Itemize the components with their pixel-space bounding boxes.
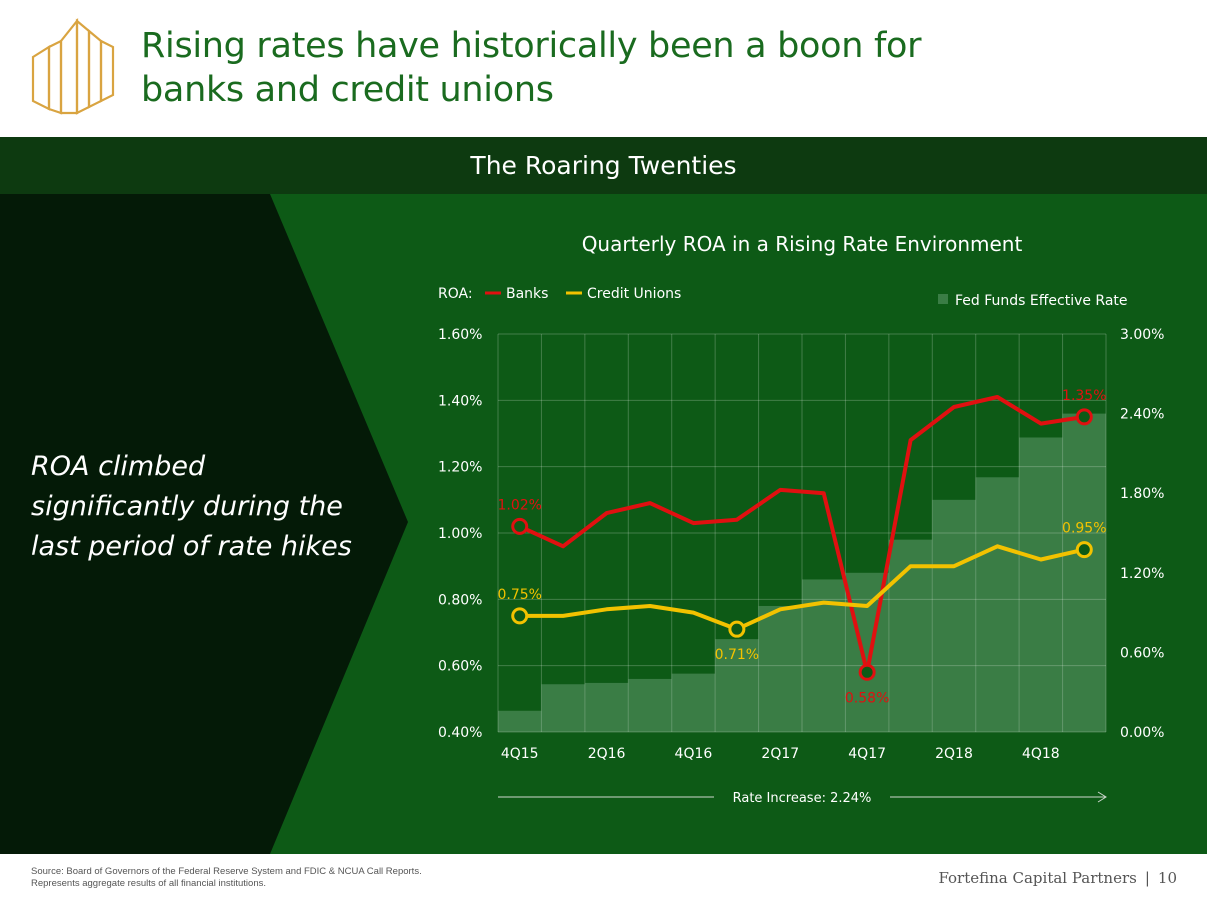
section-bar [0, 137, 1207, 194]
rate-increase-arrowhead [1097, 791, 1107, 803]
left-axis-tick: 0.40% [438, 725, 482, 741]
banks-point-marker [858, 663, 876, 681]
source-note: Source: Board of Governors of the Federa… [31, 866, 551, 890]
brand-footer: Fortefina Capital Partners | 10 [938, 869, 1177, 887]
slide-header: Rising rates have historically been a bo… [0, 0, 1207, 137]
fed-funds-bar [498, 710, 542, 732]
callout-text: ROA climbed significantly during the las… [31, 451, 352, 562]
credit-unions-data-label: 0.75% [497, 587, 541, 603]
credit-unions-point-marker [511, 607, 529, 625]
legend-fed-funds-label: Fed Funds Effective Rate [955, 293, 1128, 309]
right-axis-tick: 0.00% [1120, 725, 1164, 741]
legend-prefix: ROA: [438, 286, 473, 302]
legend-banks-label: Banks [506, 286, 548, 302]
page-title-line-2: banks and credit unions [141, 70, 554, 110]
banks-point-marker [511, 517, 529, 535]
source-line-2: Represents aggregate results of all fina… [31, 878, 266, 889]
left-axis-tick: 0.80% [438, 592, 482, 608]
fed-funds-bar [1019, 437, 1063, 732]
rate-increase-annotation: Rate Increase: 2.24% [498, 791, 1107, 806]
fed-funds-bar [715, 639, 759, 732]
legend-fed-funds-swatch [938, 294, 948, 304]
right-axis-tick: 2.40% [1120, 407, 1164, 423]
x-axis-tick: 2Q17 [761, 746, 799, 762]
legend-credit-unions-label: Credit Unions [587, 286, 681, 302]
credit-unions-data-label: 0.95% [1062, 521, 1106, 537]
credit-unions-point-marker [728, 620, 746, 638]
source-line-1: Source: Board of Governors of the Federa… [31, 866, 422, 877]
x-axis-tick: 2Q18 [935, 746, 973, 762]
right-axis-tick: 1.80% [1120, 486, 1164, 502]
fed-funds-bar [888, 539, 933, 732]
section-title: The Roaring Twenties [470, 151, 737, 180]
right-axis-tick: 1.20% [1120, 566, 1164, 582]
x-axis-tick: 2Q16 [588, 746, 626, 762]
banks-data-label: 1.35% [1062, 388, 1106, 404]
banks-data-label: 0.58% [845, 690, 889, 706]
fed-funds-bars [498, 413, 1106, 732]
x-axis-tick: 4Q16 [675, 746, 713, 762]
fed-funds-bar [628, 678, 672, 732]
x-axis-tick: 4Q18 [1022, 746, 1060, 762]
x-axis-tick: 4Q15 [501, 746, 539, 762]
banks-data-label: 1.02% [497, 497, 541, 513]
credit-unions-line [517, 544, 1087, 632]
building-logo-icon [31, 17, 115, 115]
fed-funds-bar [671, 673, 716, 732]
brand-name: Fortefina Capital Partners [938, 869, 1137, 887]
brand-separator: | [1144, 869, 1150, 887]
fed-funds-bar [758, 605, 802, 732]
left-axis-tick: 1.20% [438, 460, 482, 476]
chart-axes: 1.60% 1.40% 1.20% 1.00% 0.80% 0.60% 0.40% 3.00%… [438, 327, 1164, 762]
page-title-line-1: Rising rates have historically been a bo… [141, 26, 922, 66]
left-axis-tick: 1.40% [438, 393, 482, 409]
left-axis-tick: 1.60% [438, 327, 482, 343]
fed-funds-bar [932, 499, 976, 732]
page-number: 10 [1157, 869, 1177, 887]
page-title: Rising rates have historically been a bo… [141, 24, 1181, 112]
left-axis-tick: 0.60% [438, 659, 482, 675]
data-labels: 1.02% 0.58% 1.35% 0.75% 0.71% 0.95% [497, 388, 1106, 706]
right-axis-tick: 0.60% [1120, 645, 1164, 661]
chart-legend: ROA: Banks Credit Unions Fed Funds Effec… [438, 286, 1128, 309]
x-axis-tick: 4Q17 [848, 746, 886, 762]
credit-unions-data-label: 0.71% [715, 647, 759, 663]
roa-lines [517, 395, 1087, 675]
chart-title: Quarterly ROA in a Rising Rate Environme… [582, 232, 1023, 256]
credit-unions-point-marker [1075, 541, 1093, 559]
fed-funds-bar [1062, 413, 1106, 732]
slide-footer [0, 854, 1207, 903]
fed-funds-bar [975, 477, 1020, 732]
right-axis-tick: 3.00% [1120, 327, 1164, 343]
banks-line [517, 395, 1087, 675]
banks-point-marker [1075, 408, 1093, 426]
fed-funds-bar [541, 684, 585, 732]
chevron-arrow-shape [0, 194, 408, 854]
fed-funds-bar [584, 682, 629, 732]
rate-increase-label: Rate Increase: 2.24% [733, 791, 872, 806]
left-axis-tick: 1.00% [438, 526, 482, 542]
